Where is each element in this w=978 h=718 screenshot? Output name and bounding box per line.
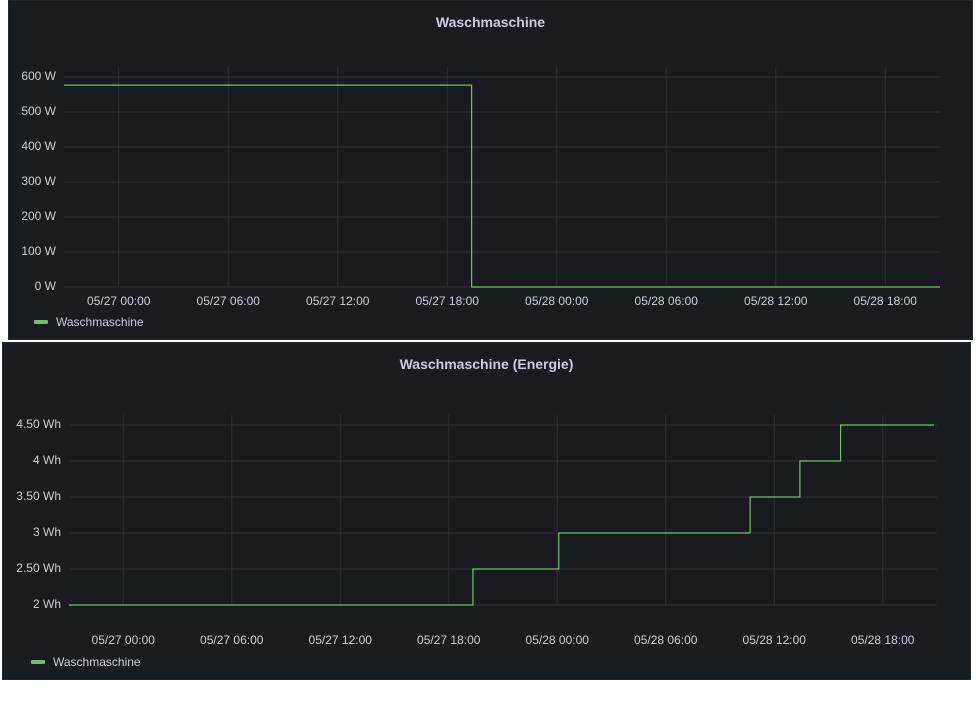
y-tick-label: 2 Wh: [33, 597, 61, 611]
legend-label: Waschmaschine: [56, 315, 144, 329]
x-tick-label: 05/27 18:00: [416, 294, 480, 308]
y-tick-label: 100 W: [21, 244, 56, 258]
y-tick-label: 0 W: [35, 279, 57, 293]
x-tick-label: 05/27 06:00: [200, 633, 264, 647]
y-tick-label: 3.50 Wh: [16, 489, 61, 503]
y-tick-label: 4.50 Wh: [16, 417, 61, 431]
power-panel: Waschmaschine 0 W 100 W 200 W 300 W 400 W 500…: [8, 0, 973, 340]
x-tick-label: 05/28 06:00: [635, 294, 699, 308]
x-tick-label: 05/28 12:00: [743, 633, 807, 647]
y-tick-label: 3 Wh: [33, 525, 61, 539]
power-panel-title[interactable]: Waschmaschine: [435, 14, 546, 30]
series-line-0[interactable]: [69, 424, 934, 606]
x-tick-label: 05/27 06:00: [197, 294, 261, 308]
series-line-0[interactable]: [64, 84, 940, 288]
x-tick-label: 05/27 12:00: [309, 633, 373, 647]
legend-color-swatch: [34, 320, 48, 324]
x-tick-label: 05/28 00:00: [525, 294, 589, 308]
energy-panel: Waschmaschine (Energie) 2 Wh 2.50 Wh 3 Wh 3…: [2, 342, 971, 680]
power-chart: 0 W 100 W 200 W 300 W 400 W 500 W 600 W 05/27 0…: [21, 67, 940, 308]
x-tick-label: 05/27 00:00: [87, 294, 151, 308]
y-tick-label: 600 W: [21, 69, 56, 83]
x-tick-label: 05/28 18:00: [851, 633, 915, 647]
x-tick-label: 05/28 00:00: [526, 633, 590, 647]
legend-color-swatch: [31, 660, 45, 664]
x-tick-label: 05/28 12:00: [744, 294, 808, 308]
y-tick-label: 4 Wh: [33, 453, 61, 467]
energy-legend[interactable]: Waschmaschine: [31, 655, 141, 669]
legend-label: Waschmaschine: [53, 655, 141, 669]
x-tick-label: 05/27 18:00: [417, 633, 481, 647]
y-tick-label: 2.50 Wh: [16, 561, 61, 575]
energy-chart: 2 Wh 2.50 Wh 3 Wh 3.50 Wh 4 Wh 4.50 Wh 05/27 0…: [16, 415, 937, 647]
energy-panel-title[interactable]: Waschmaschine (Energie): [399, 356, 574, 372]
x-tick-label: 05/27 12:00: [306, 294, 370, 308]
x-tick-label: 05/27 00:00: [92, 633, 156, 647]
power-legend[interactable]: Waschmaschine: [34, 315, 144, 329]
x-tick-label: 05/28 18:00: [854, 294, 918, 308]
y-tick-label: 300 W: [21, 174, 56, 188]
y-tick-label: 400 W: [21, 139, 56, 153]
x-tick-label: 05/28 06:00: [634, 633, 698, 647]
y-tick-label: 200 W: [21, 209, 56, 223]
y-tick-label: 500 W: [21, 104, 56, 118]
